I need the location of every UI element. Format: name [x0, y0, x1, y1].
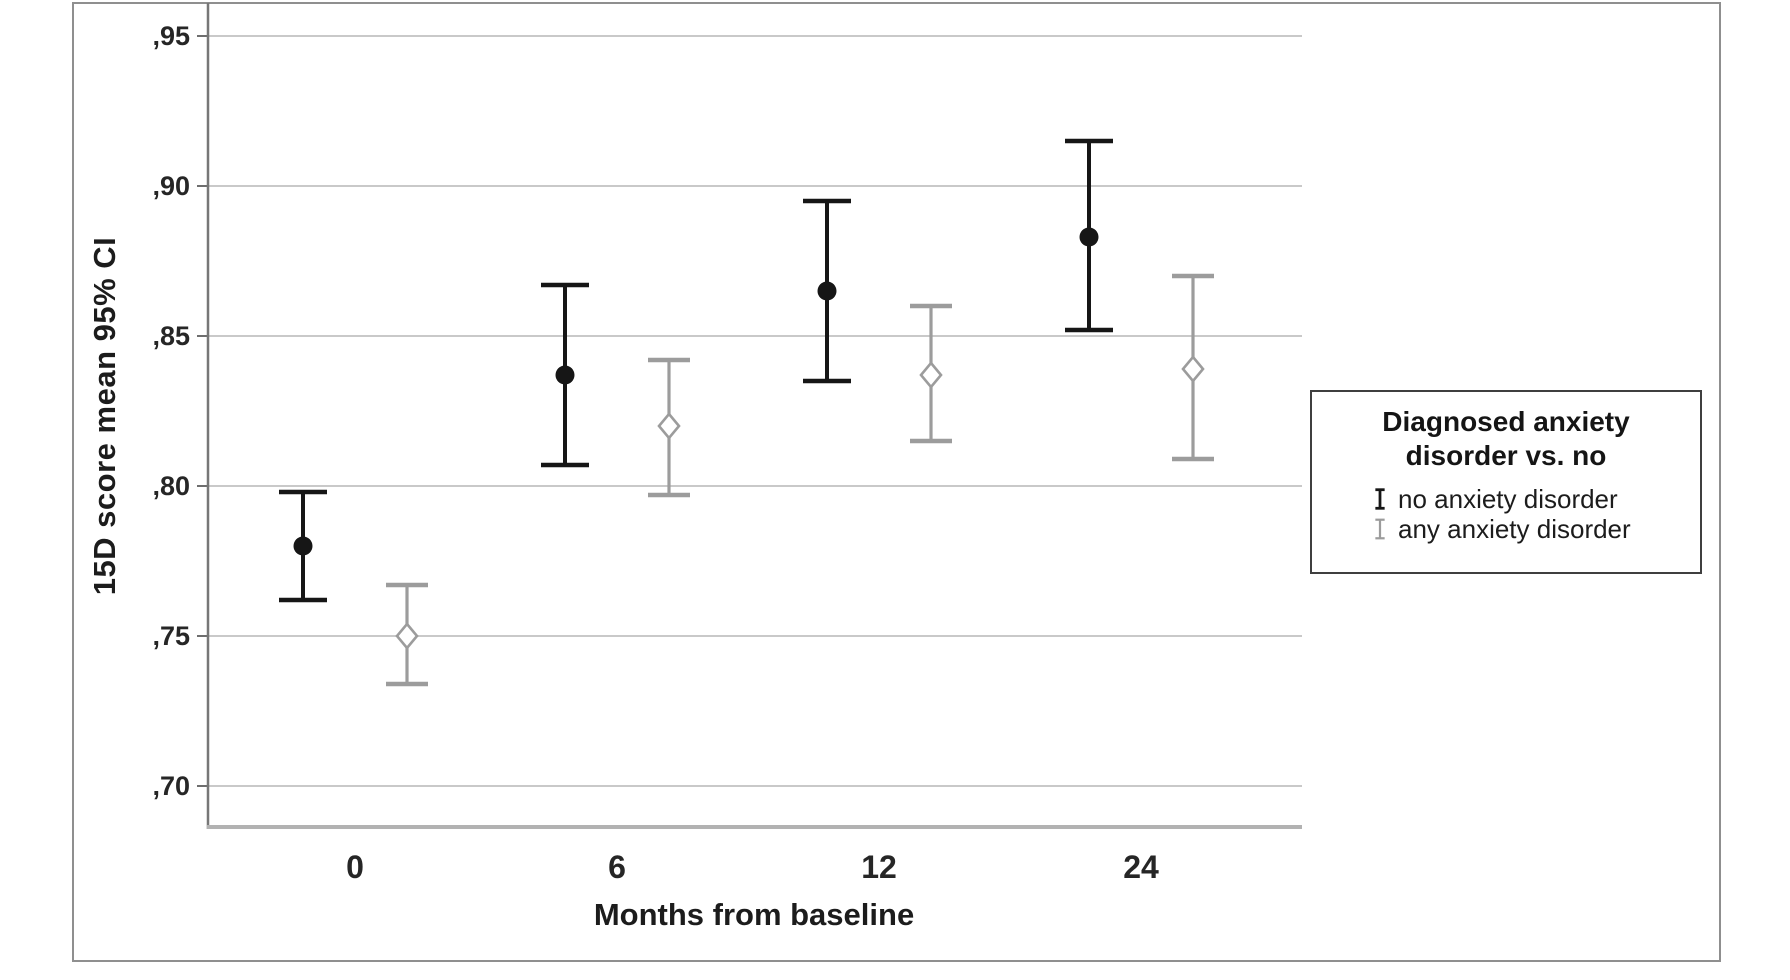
- svg-text:,70: ,70: [152, 771, 190, 801]
- svg-text:24: 24: [1123, 849, 1159, 885]
- svg-text:,75: ,75: [152, 621, 190, 651]
- svg-text:6: 6: [608, 849, 626, 885]
- legend-title: Diagnosed anxiety disorder vs. no: [1312, 405, 1700, 473]
- svg-text:,90: ,90: [152, 171, 190, 201]
- black-errorbar-icon: [1375, 488, 1385, 510]
- svg-text:,80: ,80: [152, 471, 190, 501]
- legend-item-label: no anxiety disorder: [1398, 483, 1618, 514]
- svg-text:0: 0: [346, 849, 364, 885]
- legend-item: any anxiety disorder: [1372, 514, 1700, 544]
- legend-item-label: any anxiety disorder: [1398, 513, 1631, 544]
- gray-errorbar-icon: [1375, 518, 1385, 540]
- svg-text:,85: ,85: [152, 321, 190, 351]
- legend-title-line2: disorder vs. no: [1405, 440, 1607, 471]
- legend-title-line1: Diagnosed anxiety: [1382, 406, 1630, 437]
- y-axis-title: 15D score mean 95% CI: [87, 236, 122, 596]
- svg-text:12: 12: [861, 849, 897, 885]
- legend-item: no anxiety disorder: [1372, 484, 1700, 514]
- legend-items: no anxiety disorder any anxiety disorder: [1372, 484, 1700, 544]
- legend: Diagnosed anxiety disorder vs. no no anx…: [1310, 390, 1702, 574]
- x-axis-title: Months from baseline: [593, 897, 915, 932]
- svg-text:,95: ,95: [152, 21, 190, 51]
